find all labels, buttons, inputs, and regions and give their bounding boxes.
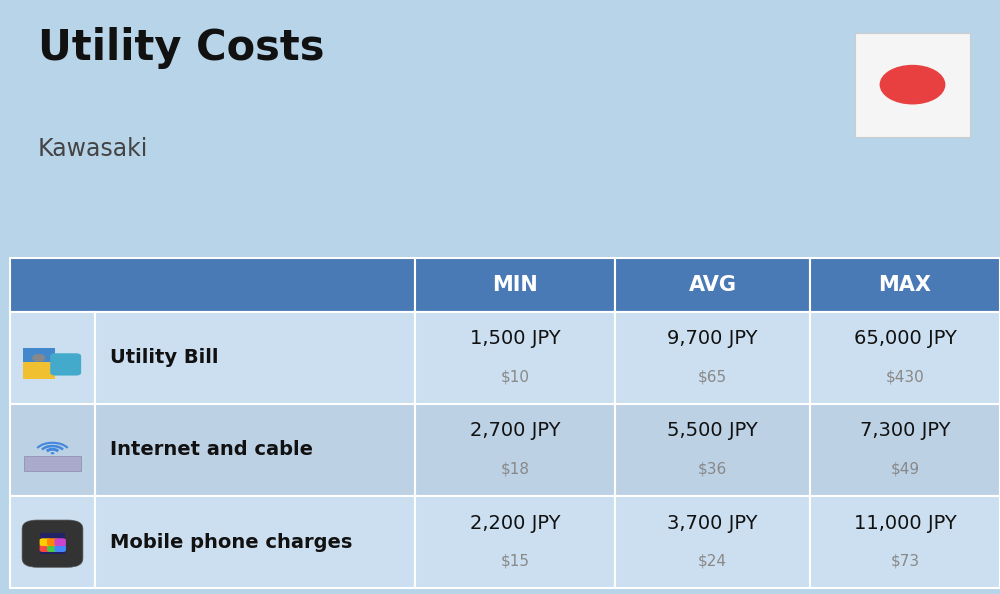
FancyBboxPatch shape (95, 312, 415, 404)
FancyBboxPatch shape (615, 496, 810, 588)
Text: 1,500 JPY: 1,500 JPY (470, 330, 560, 348)
Text: 11,000 JPY: 11,000 JPY (854, 514, 956, 532)
FancyBboxPatch shape (415, 496, 615, 588)
Circle shape (51, 452, 54, 454)
Text: MAX: MAX (879, 275, 932, 295)
FancyBboxPatch shape (810, 312, 1000, 404)
Text: 9,700 JPY: 9,700 JPY (667, 330, 758, 348)
FancyBboxPatch shape (22, 520, 83, 567)
FancyBboxPatch shape (10, 258, 415, 312)
FancyBboxPatch shape (40, 538, 51, 546)
Text: Kawasaki: Kawasaki (38, 137, 148, 160)
Text: Utility Costs: Utility Costs (38, 27, 324, 69)
Text: 2,200 JPY: 2,200 JPY (470, 514, 560, 532)
Text: $10: $10 (501, 369, 530, 384)
Text: $73: $73 (890, 554, 920, 568)
FancyBboxPatch shape (615, 258, 810, 312)
FancyBboxPatch shape (10, 496, 95, 588)
FancyBboxPatch shape (10, 404, 95, 496)
FancyBboxPatch shape (95, 496, 415, 588)
Text: AVG: AVG (688, 275, 736, 295)
FancyBboxPatch shape (415, 404, 615, 496)
FancyBboxPatch shape (95, 404, 415, 496)
FancyBboxPatch shape (23, 348, 55, 367)
Circle shape (32, 354, 45, 362)
Text: $15: $15 (501, 554, 530, 568)
Text: $36: $36 (698, 462, 727, 476)
FancyBboxPatch shape (810, 258, 1000, 312)
FancyBboxPatch shape (415, 312, 615, 404)
FancyBboxPatch shape (40, 544, 51, 552)
FancyBboxPatch shape (40, 533, 65, 554)
Text: Utility Bill: Utility Bill (110, 349, 218, 367)
FancyBboxPatch shape (54, 538, 66, 546)
Text: $430: $430 (886, 369, 924, 384)
FancyBboxPatch shape (23, 362, 55, 379)
FancyBboxPatch shape (50, 353, 81, 375)
Text: $49: $49 (890, 462, 920, 476)
Text: 2,700 JPY: 2,700 JPY (470, 422, 560, 440)
Text: Mobile phone charges: Mobile phone charges (110, 533, 352, 551)
Text: $24: $24 (698, 554, 727, 568)
Text: 65,000 JPY: 65,000 JPY (854, 330, 956, 348)
FancyBboxPatch shape (810, 404, 1000, 496)
FancyBboxPatch shape (47, 544, 59, 552)
FancyBboxPatch shape (47, 538, 59, 546)
FancyBboxPatch shape (24, 456, 81, 471)
Text: 5,500 JPY: 5,500 JPY (667, 422, 758, 440)
Text: 7,300 JPY: 7,300 JPY (860, 422, 950, 440)
FancyBboxPatch shape (615, 312, 810, 404)
FancyBboxPatch shape (415, 258, 615, 312)
Text: $65: $65 (698, 369, 727, 384)
Text: 3,700 JPY: 3,700 JPY (667, 514, 758, 532)
FancyBboxPatch shape (810, 496, 1000, 588)
FancyBboxPatch shape (615, 404, 810, 496)
Text: $18: $18 (501, 462, 530, 476)
Text: Internet and cable: Internet and cable (110, 441, 313, 459)
Text: MIN: MIN (492, 275, 538, 295)
FancyBboxPatch shape (10, 312, 95, 404)
FancyBboxPatch shape (54, 544, 66, 552)
